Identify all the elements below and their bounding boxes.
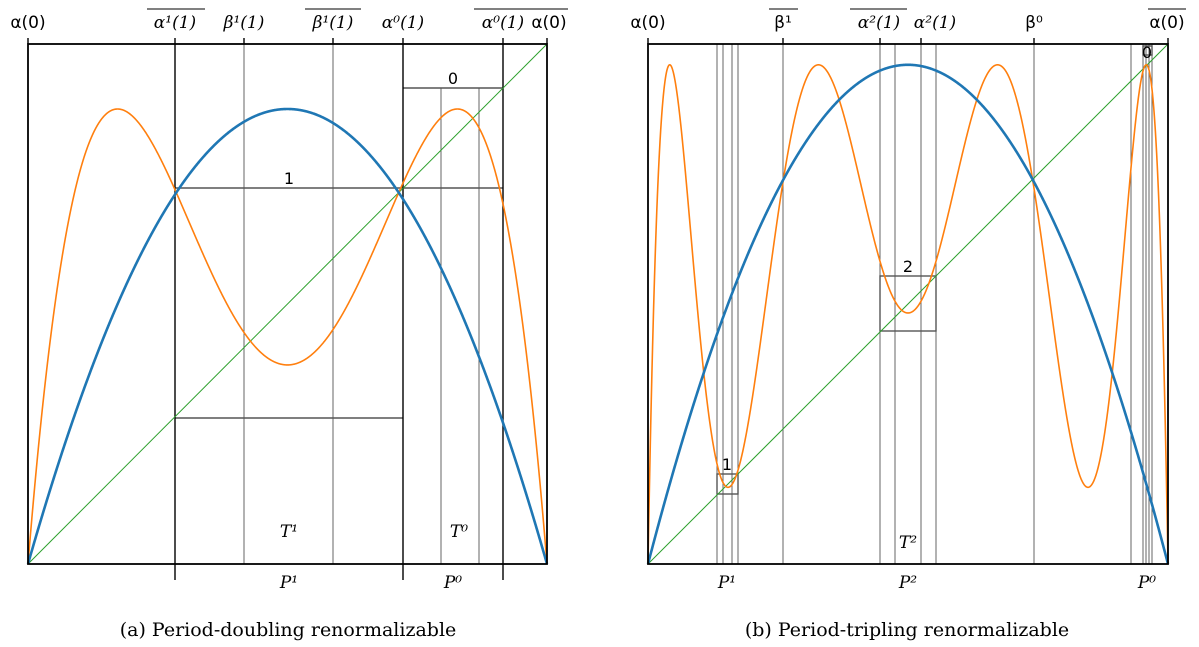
panel-b-bottom-label-p0: P⁰	[1137, 573, 1156, 593]
panel-a-bottom-label-p1: P¹	[279, 573, 298, 593]
panel-b-top-label: α²(1)	[858, 13, 900, 33]
panel-a-diagonal	[27, 43, 548, 565]
panel-b-top-label: α²(1)	[914, 13, 956, 33]
panel-a-top-label: α(0)	[10, 13, 45, 33]
panel-a-top-label: α(0)	[531, 13, 566, 33]
panel-b-bottom-label-p1: P¹	[717, 573, 736, 593]
panel-b-top-label: β⁰	[1025, 13, 1043, 33]
panel-a-boxes	[175, 87, 503, 419]
panel-a-inner-label-t0: T⁰	[450, 522, 468, 542]
panel-b-caption: (b) Period-tripling renormalizable	[745, 619, 1069, 641]
panel-b-third-iterate-curve	[647, 63, 1169, 565]
panel-a-top-label: β¹(1)	[312, 13, 354, 33]
panel-b-bottom-label-p2: P²	[898, 573, 917, 593]
panel-a-top-label: α⁰(1)	[382, 13, 424, 33]
panel-a-top-label: β¹(1)	[223, 13, 265, 33]
panel-b-inner-label-t2: T²	[899, 533, 917, 553]
panel-a: α(0) α¹(1) β¹(1) β¹(1) α⁰(1) α⁰(1) α(0) …	[10, 8, 568, 641]
panel-b: α(0) β¹ α²(1) α²(1) β⁰ α(0) 1 2 0 T² P¹ …	[630, 8, 1186, 641]
panel-a-second-iterate-curve	[27, 108, 548, 565]
panel-b-top-label: α(0)	[1149, 13, 1184, 33]
panel-a-caption: (a) Period-doubling renormalizable	[120, 619, 457, 641]
panel-b-frame	[647, 43, 1169, 565]
panel-a-grid-lines	[243, 44, 480, 564]
panel-a-top-label: α⁰(1)	[482, 13, 524, 33]
panel-a-frame	[27, 43, 548, 565]
panel-a-bottom-label-p0: P⁰	[443, 573, 462, 593]
panel-a-inner-label-t1: T¹	[280, 522, 298, 542]
panel-b-box-label-1: 1	[722, 455, 732, 474]
panel-a-quadratic-map-curve	[26, 107, 549, 565]
panel-b-box-label-0: 0	[1142, 43, 1152, 62]
panel-b-boxes	[716, 45, 1153, 495]
panel-a-top-label: α¹(1)	[154, 13, 196, 33]
panel-b-top-ticks	[647, 38, 1169, 44]
panel-b-diagonal	[647, 43, 1169, 565]
panel-b-top-label: α(0)	[630, 13, 665, 33]
panel-b-grid-lines	[716, 44, 1153, 564]
panel-a-top-ticks	[27, 38, 548, 44]
panel-b-quadratic-map-curve	[646, 63, 1170, 565]
panel-b-box-label-2: 2	[903, 257, 913, 276]
panel-a-box-label-1: 1	[284, 169, 294, 188]
panel-a-box-label-0: 0	[448, 69, 458, 88]
panel-b-top-label: β¹	[774, 13, 792, 33]
panel-a-partition-lines	[174, 44, 504, 580]
